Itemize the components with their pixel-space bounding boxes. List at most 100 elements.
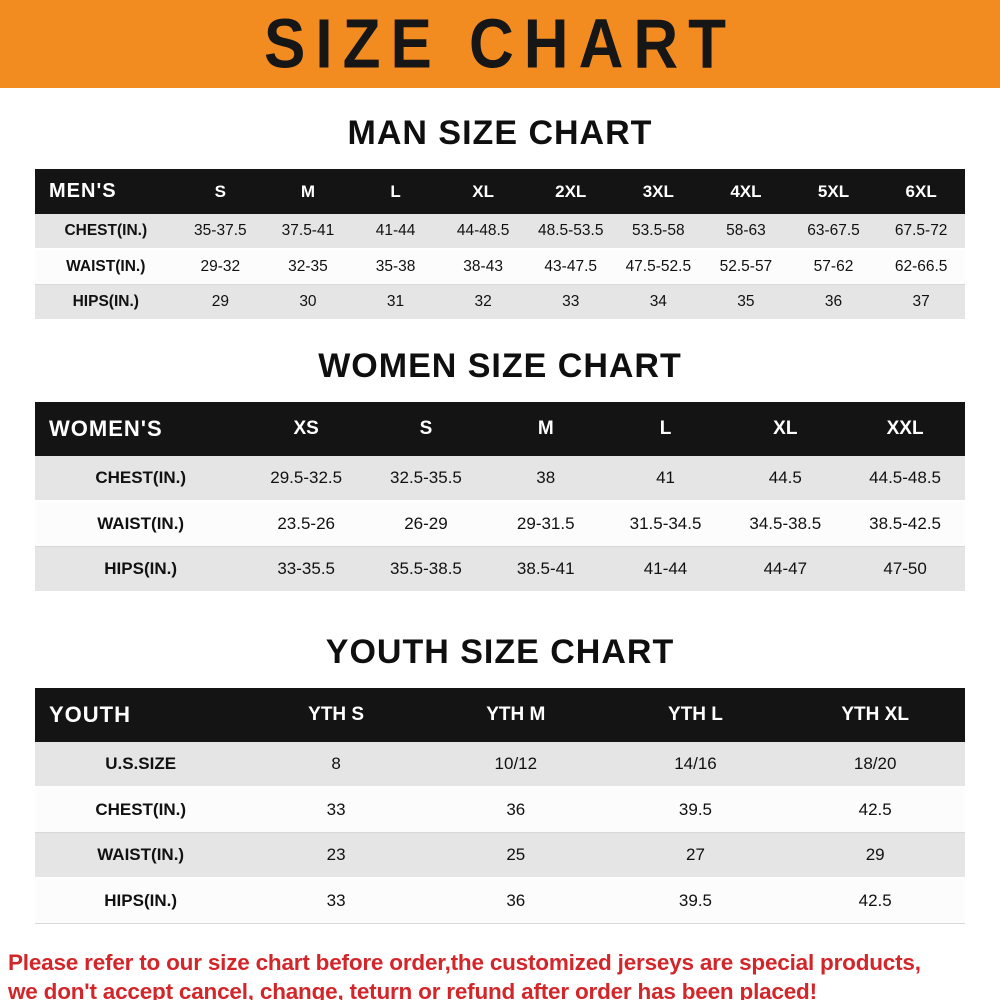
size-value-cell: 42.5 <box>858 800 892 819</box>
row-label-cell: HIPS(IN.) <box>104 559 178 578</box>
size-value-cell: 34 <box>649 293 667 310</box>
size-value-cell: 26-29 <box>404 514 448 533</box>
size-value-cell: 44.5-48.5 <box>869 468 942 487</box>
size-value-cell: 36 <box>824 293 843 310</box>
size-column-header: XXL <box>845 402 965 456</box>
men-size-section: MAN SIZE CHART MEN'S S M L XL 2XL 3XL 4XL 5XL 6XL… <box>0 88 1000 321</box>
size-column-header: YTH M <box>425 688 606 742</box>
women-size-table: WOMEN'S XS S M L XL XXL CHEST(IN.) 29.5-32.5 32.… <box>35 402 965 593</box>
size-value-cell: 62-66.5 <box>894 258 948 275</box>
size-column-header: L <box>351 169 440 214</box>
size-value-cell: 58-63 <box>726 222 766 239</box>
size-value-cell: 25 <box>506 845 526 864</box>
size-value-cell: 29-31.5 <box>516 514 575 533</box>
size-value-cell: 41 <box>656 468 675 487</box>
size-value-cell: 14/16 <box>674 754 717 773</box>
table-header-row: WOMEN'S XS S M L XL XXL <box>35 402 965 456</box>
youth-size-section: YOUTH SIZE CHART YOUTH YTH S YTH M YTH L YTH… <box>0 593 1000 924</box>
size-value-cell: 23 <box>326 845 346 864</box>
size-column-header: 3XL <box>614 169 703 214</box>
row-label-cell: WAIST(IN.) <box>97 514 185 533</box>
table-header-row: MEN'S S M L XL 2XL 3XL 4XL 5XL 6XL <box>35 169 965 214</box>
size-value-cell: 8 <box>331 754 341 773</box>
section-title-youth: YOUTH SIZE CHART <box>325 633 675 671</box>
size-value-cell: 38.5-42.5 <box>869 514 942 533</box>
size-value-cell: 37.5-41 <box>281 222 335 239</box>
size-value-cell: 39.5 <box>678 891 713 910</box>
size-value-cell: 31 <box>386 293 405 310</box>
size-value-cell: 30 <box>299 293 317 310</box>
size-value-cell: 36 <box>506 800 526 819</box>
table-row: HIPS(IN.) 33 36 39.5 42.5 <box>35 878 965 924</box>
row-label-cell: WAIST(IN.) <box>97 845 185 864</box>
size-value-cell: 42.5 <box>858 891 892 910</box>
table-row: WAIST(IN.) 29-32 32-35 35-38 38-43 43-47.5 47.… <box>35 249 965 285</box>
size-column-header: YTH L <box>605 688 786 742</box>
size-column-header: 6XL <box>877 169 965 214</box>
size-value-cell: 53.5-58 <box>632 222 685 239</box>
size-value-cell: 35 <box>737 293 755 310</box>
size-value-cell: 23.5-26 <box>277 514 336 533</box>
size-value-cell: 52.5-57 <box>719 258 773 275</box>
size-value-cell: 37 <box>912 293 930 310</box>
size-value-cell: 10/12 <box>494 754 538 773</box>
table-row: WAIST(IN.) 23.5-26 26-29 29-31.5 31.5-34.5 34… <box>35 501 965 547</box>
size-column-header: S <box>366 402 486 456</box>
size-column-header: L <box>605 402 726 456</box>
size-column-header: 4XL <box>702 169 790 214</box>
table-corner-header: MEN'S <box>35 169 177 214</box>
notice-line-2: we don't accept cancel, change, teturn o… <box>8 979 817 1000</box>
size-column-header: M <box>264 169 352 214</box>
size-value-cell: 63-67.5 <box>807 222 860 239</box>
section-title-men: MAN SIZE CHART <box>347 114 653 152</box>
table-row: CHEST(IN.) 33 36 39.5 42.5 <box>35 787 965 833</box>
size-value-cell: 39.5 <box>678 800 713 819</box>
size-column-header: 2XL <box>526 169 615 214</box>
section-title-women: WOMEN SIZE CHART <box>318 347 682 385</box>
table-row: HIPS(IN.) 33-35.5 35.5-38.5 38.5-41 41-44 44-… <box>35 546 965 592</box>
size-column-header: XL <box>725 402 846 456</box>
size-value-cell: 41-44 <box>643 559 688 578</box>
size-value-cell: 38 <box>536 468 556 487</box>
order-notice: Please refer to our size chart before or… <box>8 950 992 1000</box>
row-label-cell: HIPS(IN.) <box>104 891 178 910</box>
size-column-header: YTH S <box>246 688 426 742</box>
men-size-table: MEN'S S M L XL 2XL 3XL 4XL 5XL 6XL CHEST(IN.) 35-3… <box>35 169 965 321</box>
size-column-header: M <box>485 402 606 456</box>
size-value-cell: 34.5-38.5 <box>749 514 822 533</box>
size-value-cell: 29 <box>211 293 229 310</box>
size-value-cell: 29-32 <box>200 258 241 275</box>
size-value-cell: 33 <box>326 800 346 819</box>
size-value-cell: 38-43 <box>463 258 503 275</box>
banner: SIZE CHART <box>0 0 1000 88</box>
row-label-cell: HIPS(IN.) <box>72 293 139 310</box>
table-corner-header: WOMEN'S <box>35 402 247 456</box>
size-value-cell: 29.5-32.5 <box>270 468 343 487</box>
size-value-cell: 48.5-53.5 <box>537 222 604 239</box>
table-header-row: YOUTH YTH S YTH M YTH L YTH XL <box>35 688 965 742</box>
size-value-cell: 38.5-41 <box>516 559 575 578</box>
row-label-cell: CHEST(IN.) <box>95 800 186 819</box>
row-label-cell: CHEST(IN.) <box>95 468 186 487</box>
row-label-cell: CHEST(IN.) <box>64 222 148 239</box>
size-value-cell: 32-35 <box>288 258 328 275</box>
women-size-section: WOMEN SIZE CHART WOMEN'S XS S M L XL XXL CHEST… <box>0 321 1000 593</box>
size-value-cell: 44.5 <box>768 468 802 487</box>
size-value-cell: 44-47 <box>763 559 808 578</box>
size-value-cell: 33 <box>326 891 346 910</box>
row-label-cell: WAIST(IN.) <box>66 258 146 275</box>
table-row: WAIST(IN.) 23 25 27 29 <box>35 832 965 878</box>
notice-line-1: Please refer to our size chart before or… <box>8 950 921 975</box>
size-value-cell: 35.5-38.5 <box>390 559 462 578</box>
size-value-cell: 31.5-34.5 <box>629 514 702 533</box>
size-value-cell: 27 <box>686 845 705 864</box>
size-value-cell: 36 <box>506 891 526 910</box>
table-corner-header: YOUTH <box>35 688 247 742</box>
table-row: CHEST(IN.) 29.5-32.5 32.5-35.5 38 41 44.5 44.5… <box>35 456 965 501</box>
youth-size-table: YOUTH YTH S YTH M YTH L YTH XL U.S.SIZE 8 10/1… <box>35 688 965 924</box>
size-column-header: XL <box>439 169 527 214</box>
size-value-cell: 32 <box>474 293 492 310</box>
size-value-cell: 47.5-52.5 <box>625 258 692 275</box>
size-value-cell: 29 <box>865 845 885 864</box>
